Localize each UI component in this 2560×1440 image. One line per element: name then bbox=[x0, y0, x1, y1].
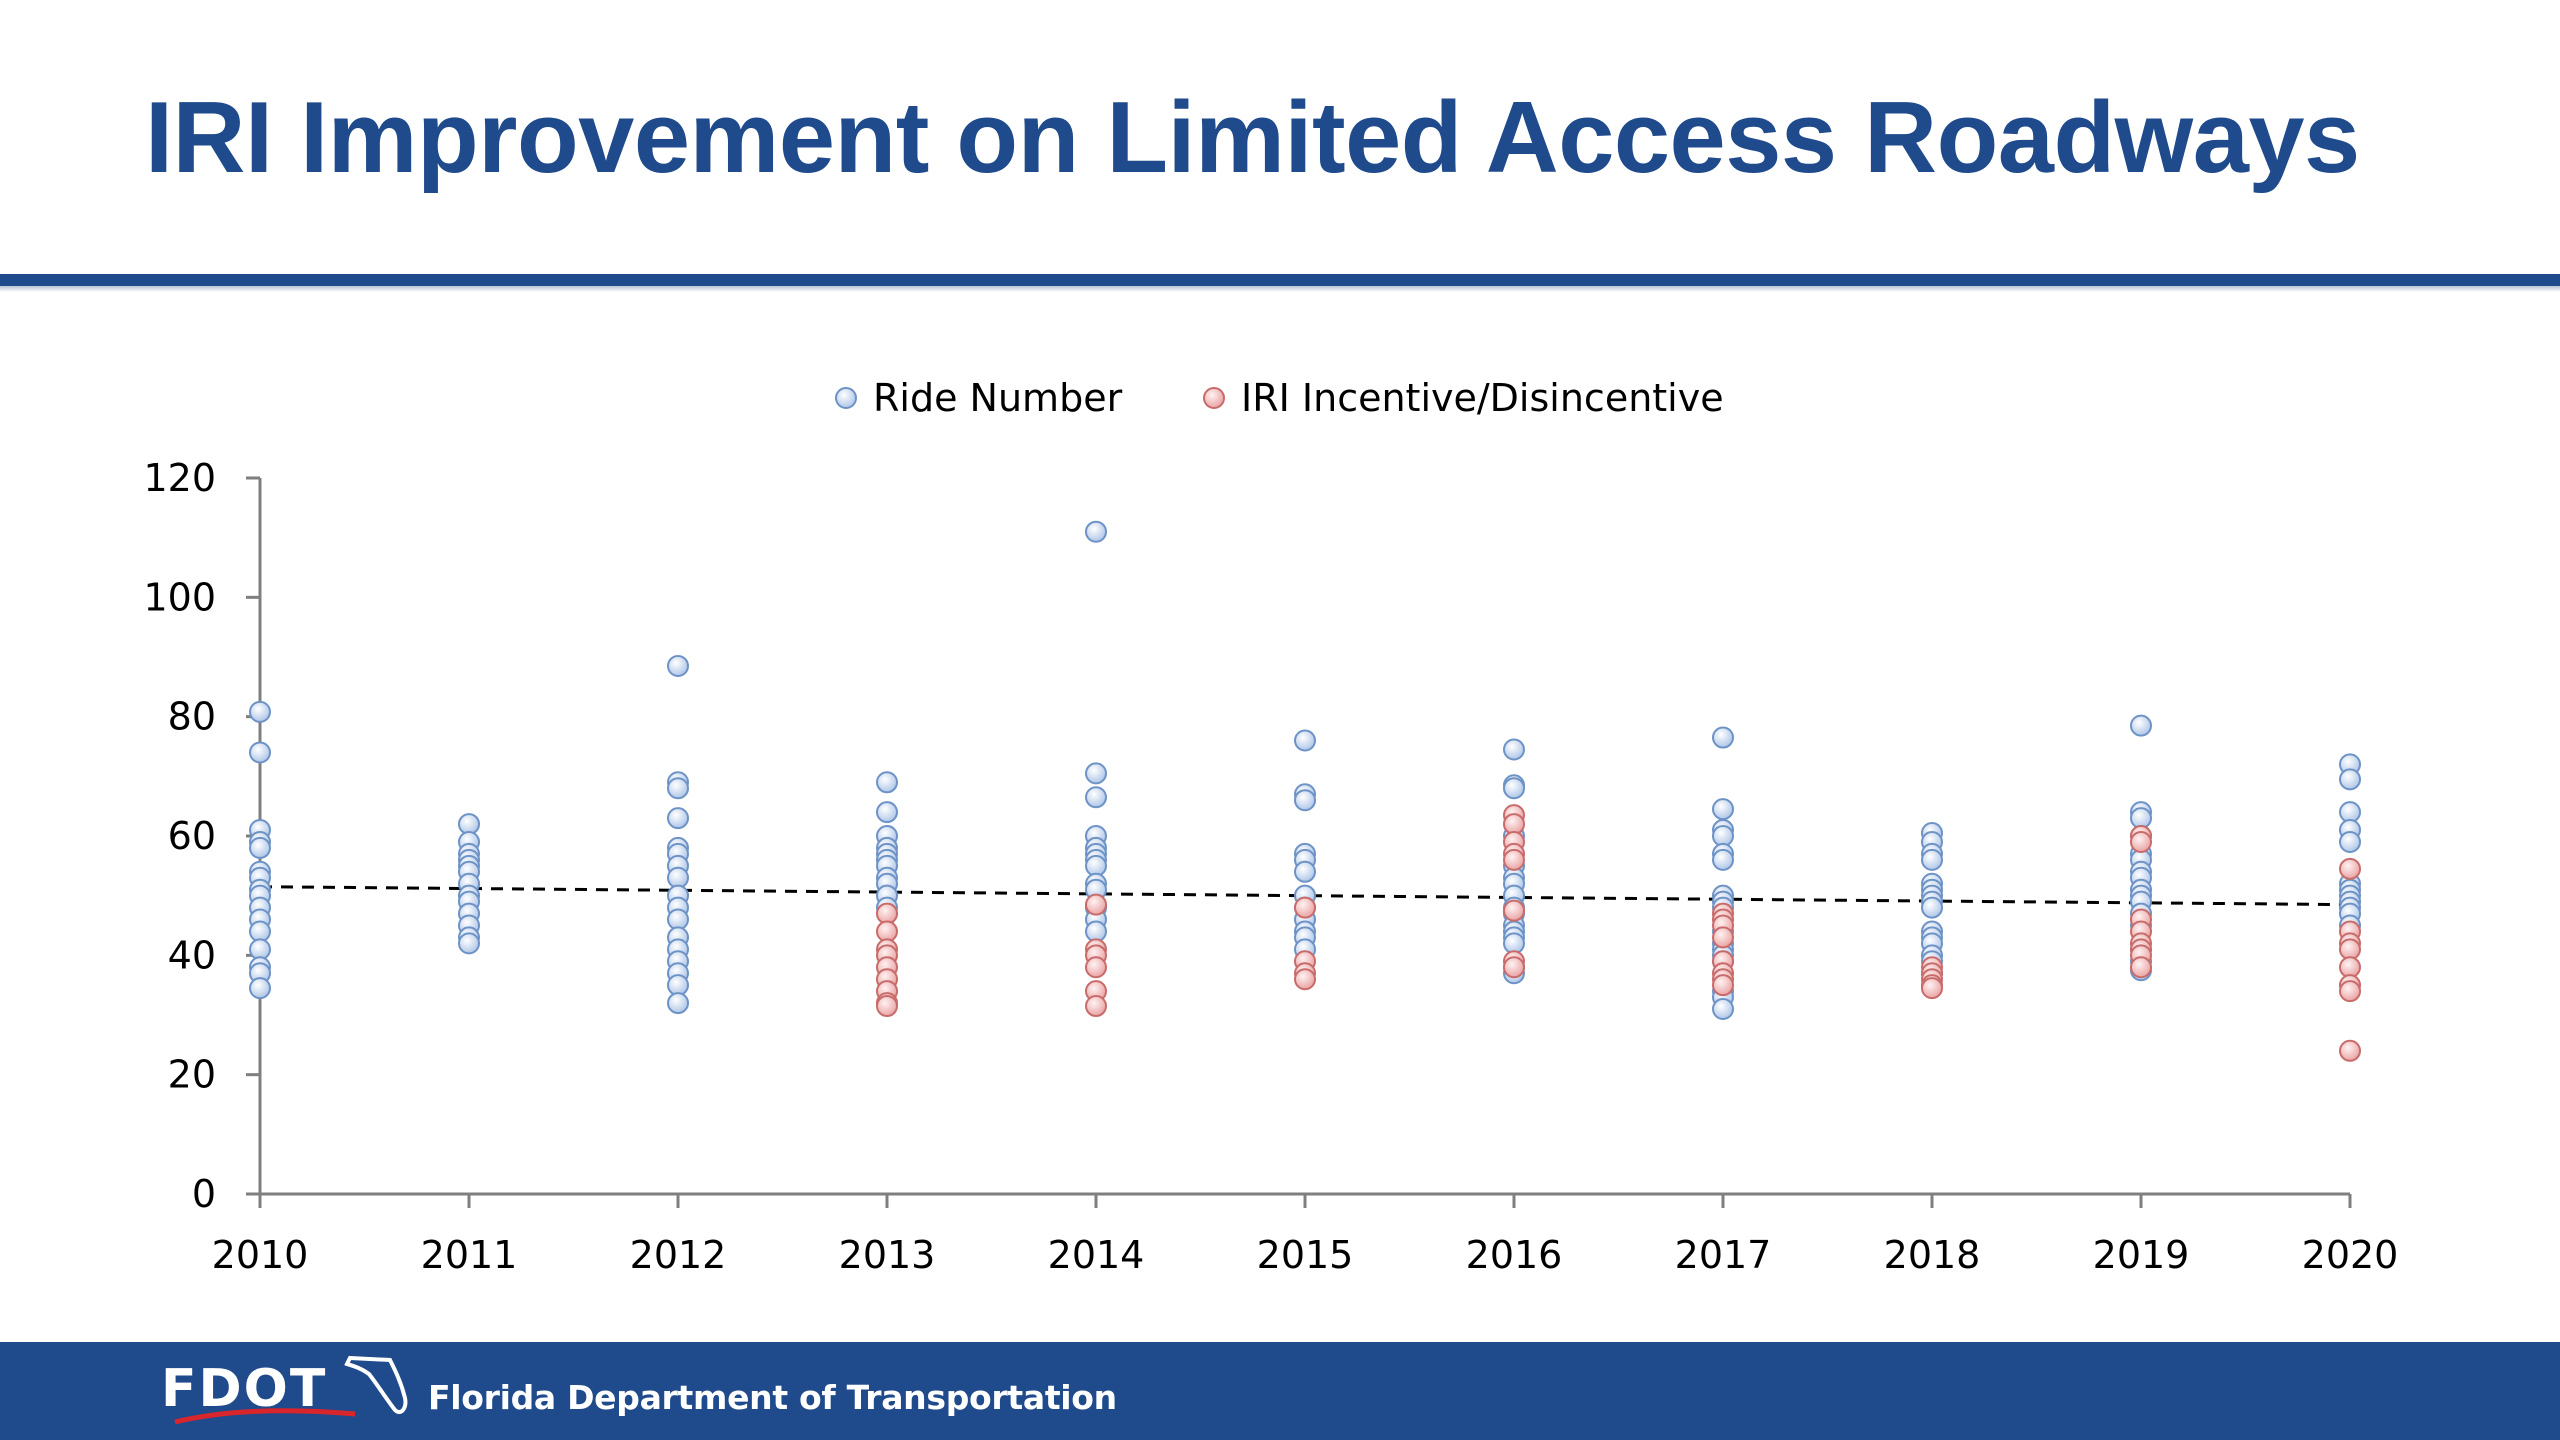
iri-incentive-point bbox=[2130, 830, 2152, 853]
y-tick-label: 20 bbox=[168, 1053, 216, 1097]
ride-number-point bbox=[249, 700, 271, 723]
chart-axes: 0 20 40 60 80 100 120 2010 2011 2012 2013 2014 2015 2… bbox=[143, 456, 2398, 1277]
x-tick-label: 2012 bbox=[630, 1233, 727, 1277]
legend-iri-incentive-label: IRI Incentive/Disincentive bbox=[1241, 376, 1724, 420]
x-tick-label: 2013 bbox=[839, 1233, 936, 1277]
iri-incentive-point bbox=[1085, 995, 1107, 1018]
ride-number-point bbox=[249, 977, 271, 1000]
ride-number-point bbox=[1503, 738, 1525, 761]
ride-number-point bbox=[667, 992, 689, 1015]
x-tick-label: 2019 bbox=[2093, 1233, 2190, 1277]
ride-number-point bbox=[1085, 786, 1107, 809]
ride-number-point bbox=[249, 741, 271, 764]
ride-number-point bbox=[1712, 848, 1734, 871]
ride-number-point bbox=[1294, 860, 1316, 883]
x-tick-label: 2011 bbox=[421, 1233, 518, 1277]
footer-organization: Florida Department of Transportation bbox=[428, 1378, 1117, 1417]
x-tick-label: 2015 bbox=[1257, 1233, 1354, 1277]
iri-incentive-point bbox=[1294, 968, 1316, 991]
ride-number-point bbox=[1294, 729, 1316, 752]
iri-incentive-point bbox=[1921, 977, 1943, 1000]
footer-bar bbox=[0, 1342, 2560, 1440]
iri-incentive-point bbox=[1503, 899, 1525, 922]
iri-incentive-point bbox=[1503, 848, 1525, 871]
x-tick-label: 2018 bbox=[1884, 1233, 1981, 1277]
iri-incentive-point bbox=[2339, 857, 2361, 880]
ride-number-point bbox=[1921, 896, 1943, 919]
iri-incentive-point bbox=[1503, 956, 1525, 979]
iri-incentive-point bbox=[1712, 926, 1734, 949]
iri-incentive-point bbox=[1712, 974, 1734, 997]
title-divider bbox=[0, 274, 2560, 286]
title-divider-shadow bbox=[0, 286, 2560, 292]
y-tick-label: 120 bbox=[143, 456, 216, 500]
ride-number-point bbox=[667, 807, 689, 830]
ride-number-point bbox=[458, 932, 480, 955]
ride-number-point bbox=[1921, 848, 1943, 871]
ride-number-point bbox=[1085, 762, 1107, 785]
ride-number-point bbox=[667, 654, 689, 677]
legend-iri-incentive-marker bbox=[1203, 387, 1225, 409]
ride-number-point bbox=[667, 777, 689, 800]
scatter-chart: Ride Number IRI Incentive/Disincentive 0 2… bbox=[143, 376, 2398, 1277]
chart-legend: Ride Number IRI Incentive/Disincentive bbox=[835, 376, 1724, 420]
data-points bbox=[249, 520, 2361, 1062]
iri-incentive-point bbox=[1085, 893, 1107, 916]
ride-number-point bbox=[2339, 830, 2361, 853]
x-tick-label: 2017 bbox=[1675, 1233, 1772, 1277]
ride-number-point bbox=[1503, 777, 1525, 800]
iri-incentive-point bbox=[2130, 956, 2152, 979]
iri-incentive-point bbox=[1294, 896, 1316, 919]
page-title: IRI Improvement on Limited Access Roadwa… bbox=[145, 82, 2360, 194]
ride-number-point bbox=[1085, 520, 1107, 543]
legend-ride-number-label: Ride Number bbox=[873, 376, 1123, 420]
x-tick-label: 2014 bbox=[1048, 1233, 1145, 1277]
fdot-logo-text: FDOT bbox=[161, 1359, 327, 1419]
ride-number-point bbox=[1712, 726, 1734, 749]
y-tick-label: 40 bbox=[168, 933, 216, 977]
iri-incentive-point bbox=[2339, 980, 2361, 1003]
ride-number-point bbox=[249, 836, 271, 859]
ride-number-point bbox=[1712, 998, 1734, 1021]
x-tick-label: 2016 bbox=[1466, 1233, 1563, 1277]
y-tick-label: 100 bbox=[143, 575, 216, 619]
iri-incentive-point bbox=[2339, 1039, 2361, 1062]
ride-number-point bbox=[2339, 768, 2361, 791]
ride-number-point bbox=[1712, 798, 1734, 821]
legend-ride-number-marker bbox=[835, 387, 857, 409]
ride-number-point bbox=[876, 771, 898, 794]
ride-number-point bbox=[1294, 789, 1316, 812]
x-tick-label: 2020 bbox=[2302, 1233, 2399, 1277]
fdot-logo: FDOT bbox=[161, 1355, 408, 1425]
ride-number-point bbox=[2130, 714, 2152, 737]
x-tick-label: 2010 bbox=[212, 1233, 309, 1277]
y-tick-label: 80 bbox=[168, 695, 216, 739]
iri-incentive-point bbox=[1085, 956, 1107, 979]
y-tick-label: 60 bbox=[168, 814, 216, 858]
iri-incentive-point bbox=[876, 995, 898, 1018]
ride-number-point bbox=[876, 801, 898, 824]
y-tick-label: 0 bbox=[192, 1172, 216, 1216]
